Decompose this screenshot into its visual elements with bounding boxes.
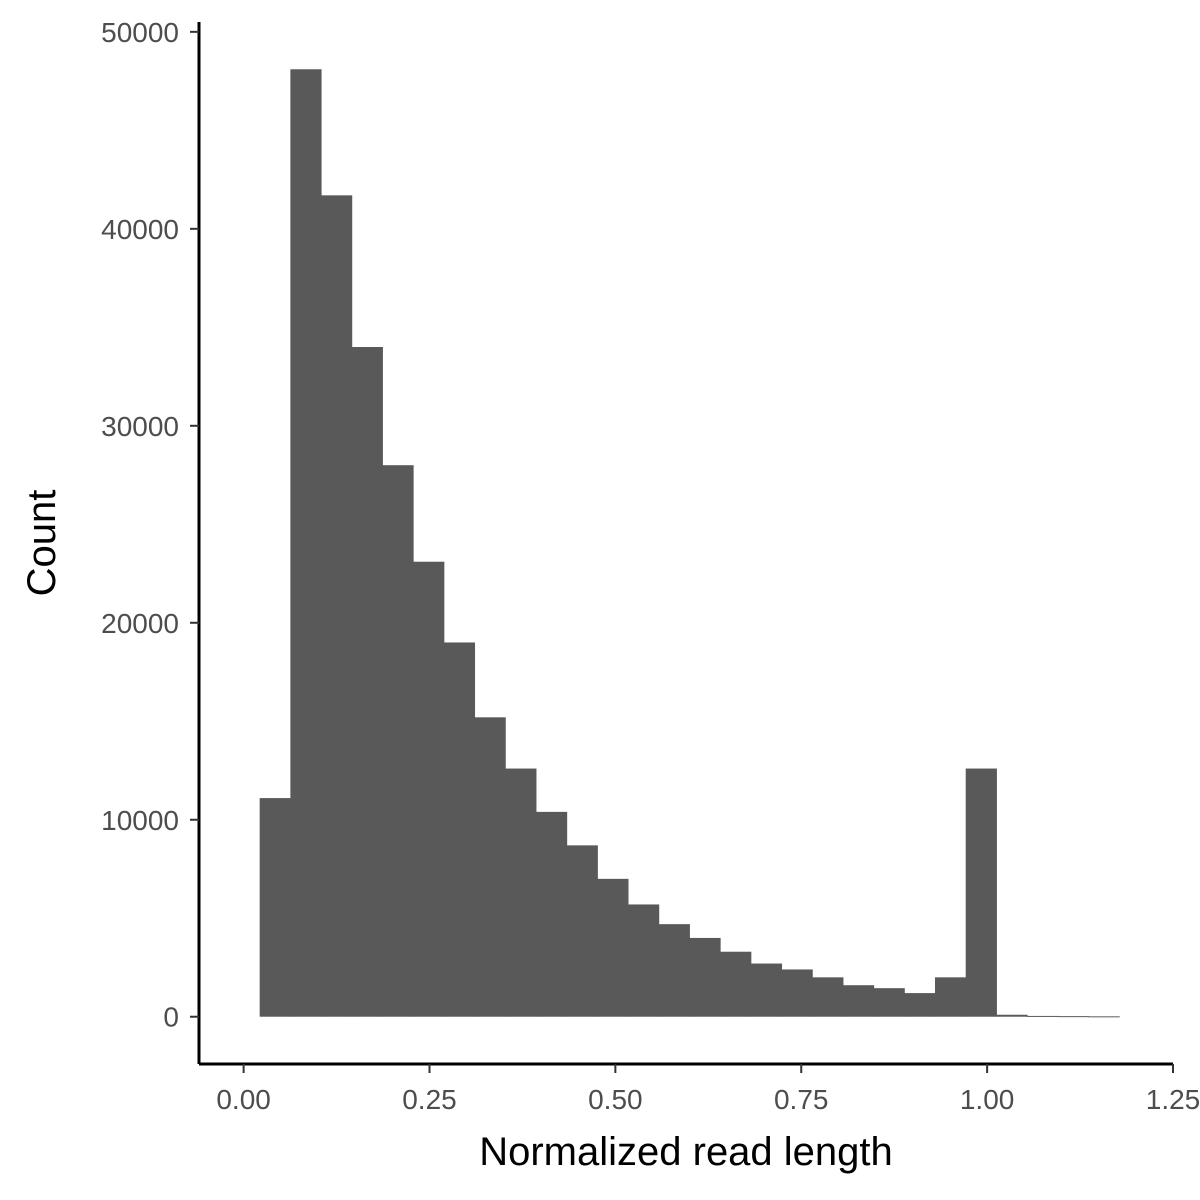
histogram-bar: [290, 69, 322, 1017]
bars-group: [259, 69, 1120, 1018]
histogram-bar: [965, 768, 997, 1017]
x-ticks-group: 0.00 0.25 0.50 0.75 1.00 1.25: [216, 1064, 1200, 1115]
histogram-bar: [259, 798, 291, 1017]
y-tick-label: 0: [163, 1002, 179, 1033]
histogram-bar: [413, 561, 445, 1017]
histogram-bar: [842, 985, 875, 1017]
y-tick-label: 20000: [101, 608, 179, 639]
y-tick-label: 40000: [101, 214, 179, 245]
histogram-bar: [382, 465, 414, 1017]
x-tick-label: 0.50: [588, 1084, 643, 1115]
histogram-bar: [689, 937, 721, 1017]
histogram-bar: [597, 878, 629, 1017]
y-tick-label: 50000: [101, 17, 179, 48]
histogram-bar: [658, 924, 690, 1017]
y-ticks-group: 0 10000 20000 30000 40000 50000: [101, 17, 199, 1033]
histogram-bar: [873, 988, 905, 1017]
histogram-bar: [535, 811, 568, 1017]
x-tick-label: 0.00: [216, 1084, 271, 1115]
x-tick-label: 0.75: [774, 1084, 829, 1115]
histogram-bar: [628, 904, 660, 1017]
histogram-bar: [720, 951, 752, 1017]
y-axis-title: Count: [20, 490, 64, 597]
y-tick-label: 10000: [101, 805, 179, 836]
histogram-bar: [781, 969, 813, 1017]
histogram-bar: [750, 963, 783, 1017]
histogram-bar: [321, 195, 353, 1017]
histogram-bar: [1027, 1015, 1059, 1017]
histogram-bar: [812, 977, 844, 1017]
histogram-bar: [1057, 1016, 1090, 1018]
histogram-bar: [996, 1014, 1028, 1017]
axes-group: 0.00 0.25 0.50 0.75 1.00 1.25 0 10000 20000 3000…: [101, 17, 1200, 1115]
x-axis-title: Normalized read length: [479, 1130, 893, 1174]
y-tick-label: 30000: [101, 411, 179, 442]
histogram-bar: [904, 993, 936, 1017]
histogram-bar: [505, 768, 537, 1017]
histogram-bar: [1088, 1016, 1120, 1018]
x-tick-label: 1.00: [960, 1084, 1015, 1115]
histogram-bar: [566, 845, 598, 1017]
histogram-bar: [935, 977, 967, 1017]
x-tick-label: 1.25: [1146, 1084, 1200, 1115]
histogram-bar: [351, 347, 383, 1017]
histogram-bar: [474, 717, 506, 1017]
histogram-bar: [443, 642, 476, 1017]
x-tick-label: 0.25: [402, 1084, 457, 1115]
